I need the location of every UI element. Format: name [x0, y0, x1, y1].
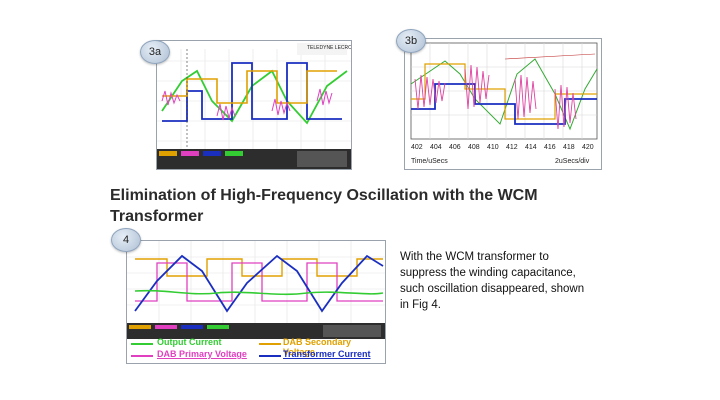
slide-heading: Elimination of High-Frequency Oscillatio…	[110, 187, 538, 225]
figure-3b-x-tick: 416	[544, 144, 556, 151]
figure-3b-scope: 402 404 406 408 410 412 414 416 418 420 Time/uSec…	[404, 38, 602, 170]
figure-3b-badge: 3b	[396, 29, 426, 53]
legend-transformer-current: Transformer Current	[283, 349, 371, 359]
figure-3a-scope: TELEDYNE LECROY	[156, 40, 352, 170]
figure-3b-x-tick: 418	[563, 144, 575, 151]
figure-3b-x-tick: 404	[430, 144, 442, 151]
figure-3b-x-ticks: 402 404 406 408 410 412 414 416 418 420	[411, 144, 594, 151]
figure-3b-x-tick: 412	[506, 144, 518, 151]
figure-3a-plot: TELEDYNE LECROY	[157, 41, 351, 169]
figure-3b-x-tick: 406	[449, 144, 461, 151]
figure-4-plot	[127, 241, 385, 357]
figure-3b-x-tick: 408	[468, 144, 480, 151]
legend-dab-secondary-voltage: DAB Secondary Voltage	[283, 337, 352, 357]
figure-3b-plot: 402 404 406 408 410 412 414 416 418 420 Time/uSec…	[410, 42, 598, 165]
figure-3a-badge: 3a	[140, 40, 170, 64]
svg-text:TELEDYNE LECROY: TELEDYNE LECROY	[307, 45, 351, 51]
figure-4-badge: 4	[111, 228, 141, 252]
figure-3b-x-tick: 414	[525, 144, 537, 151]
figure-3b-x-tick: 410	[487, 144, 499, 151]
description-paragraph: With the WCM transformer to suppress the…	[400, 251, 585, 311]
figure-3b-x-label: Time/uSecs	[411, 158, 448, 165]
figure-3b-x-tick: 402	[411, 144, 423, 151]
legend-output-current: Output Current	[157, 337, 222, 347]
legend-dab-primary-voltage: DAB Primary Voltage	[157, 349, 247, 359]
figure-4-scope: Output Current DAB Secondary Voltage DAB…	[126, 240, 386, 364]
figure-3b-x-tick: 420	[582, 144, 594, 151]
figure-3b-scale-label: 2uSecs/div	[555, 158, 590, 165]
